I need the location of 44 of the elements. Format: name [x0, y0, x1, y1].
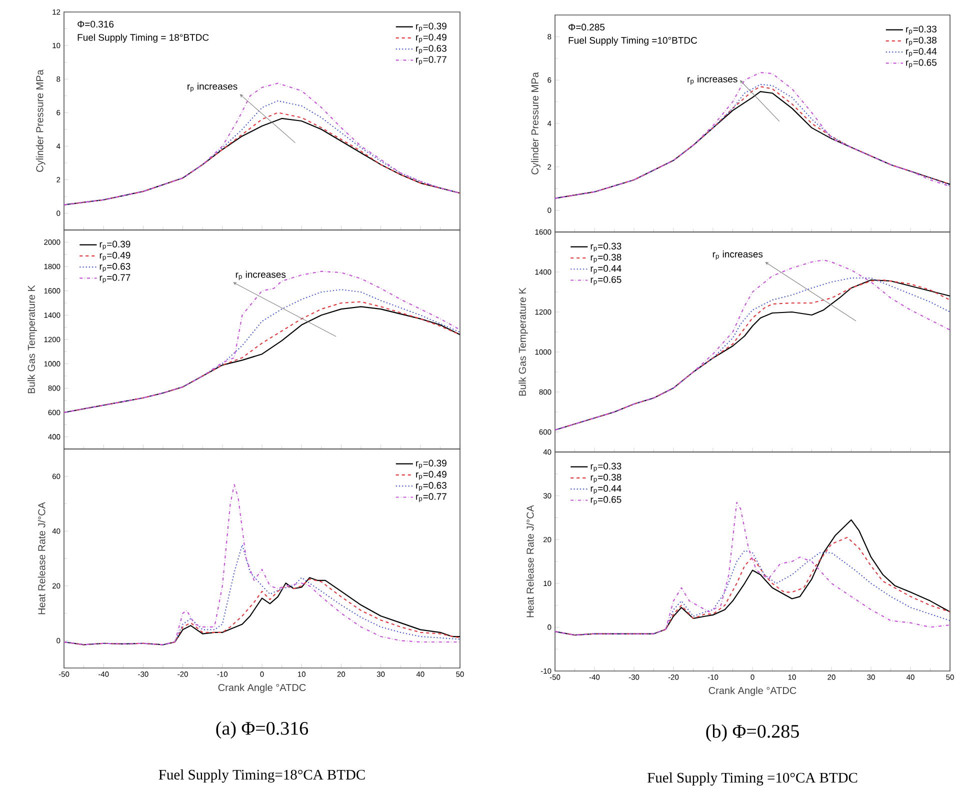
annotation: Fuel Supply Timing = 18°BTDC [78, 34, 209, 43]
text: (a) Φ=0.316 [216, 721, 308, 739]
annotation: r$_{p}$ increases [712, 250, 763, 260]
annotation: Fuel Supply Timing =10°BTDC [568, 36, 698, 46]
legend-label: r$_{p}$=0.49 [416, 34, 446, 43]
legend-label: r$_{p}$=0.65 [906, 59, 937, 68]
x-axis-title: Crank Angle °ATDC [708, 686, 796, 696]
legend-label: r$_{p}$=0.44 [590, 265, 622, 274]
annotation: r$_{p}$ increases [236, 270, 286, 280]
legend-label: r$_{p}$=0.33 [590, 462, 622, 472]
text: Fuel Supply Timing =10°CA BTDC [648, 772, 858, 786]
text: Fuel Supply Timing=18°CA BTDC [158, 769, 365, 783]
annotation: Φ=0.316 [78, 20, 114, 28]
legend-label: r$_{p}$=0.63 [416, 44, 446, 54]
y-axis-title: Cylinder Pressure MPa [531, 72, 540, 174]
legend-label: r$_{p}$=0.77 [416, 56, 446, 66]
legend-label: r$_{p}$=0.63 [416, 482, 446, 492]
annotation: r$_{p}$ increases [688, 75, 738, 85]
legend-label: r$_{p}$=0.49 [100, 252, 130, 261]
legend-label: r$_{p}$=0.38 [590, 254, 622, 263]
legend-label: r$_{p}$=0.39 [100, 240, 130, 250]
legend-label: r$_{p}$=0.49 [416, 470, 446, 480]
legend-label: r$_{p}$=0.63 [100, 263, 130, 272]
legend-label: r$_{p}$=0.38 [590, 474, 622, 483]
legend-label: r$_{p}$=0.77 [416, 493, 446, 502]
y-axis-title: Bulk Gas Temperature K [518, 288, 528, 396]
y-axis-title: Heat Release Rate J/°CA [526, 505, 534, 618]
annotation: Φ=0.285 [568, 24, 605, 31]
legend-label: r$_{p}$=0.38 [906, 36, 937, 46]
annotation: r$_{p}$ increases [188, 82, 238, 92]
y-axis-title: Bulk Gas Temperature K [28, 285, 37, 394]
y-axis-title: Heat Release Rate J/°CA [38, 502, 46, 614]
x-axis-title: Crank Angle °ATDC [218, 684, 306, 694]
legend-label: r$_{p}$=0.33 [590, 242, 622, 252]
legend-label: r$_{p}$=0.33 [906, 26, 936, 35]
legend-label: r$_{p}$=0.44 [590, 485, 622, 494]
text: (b) Φ=0.285 [706, 724, 799, 742]
legend-label: r$_{p}$=0.77 [100, 274, 130, 284]
legend-label: r$_{p}$=0.39 [416, 22, 446, 32]
y-axis-title: Cylinder Pressure MPa [36, 70, 46, 172]
legend-label: r$_{p}$=0.39 [416, 460, 446, 469]
legend-label: r$_{p}$=0.65 [590, 496, 622, 506]
legend-label: r$_{p}$=0.65 [590, 276, 622, 286]
legend-label: r$_{p}$=0.44 [906, 48, 937, 57]
